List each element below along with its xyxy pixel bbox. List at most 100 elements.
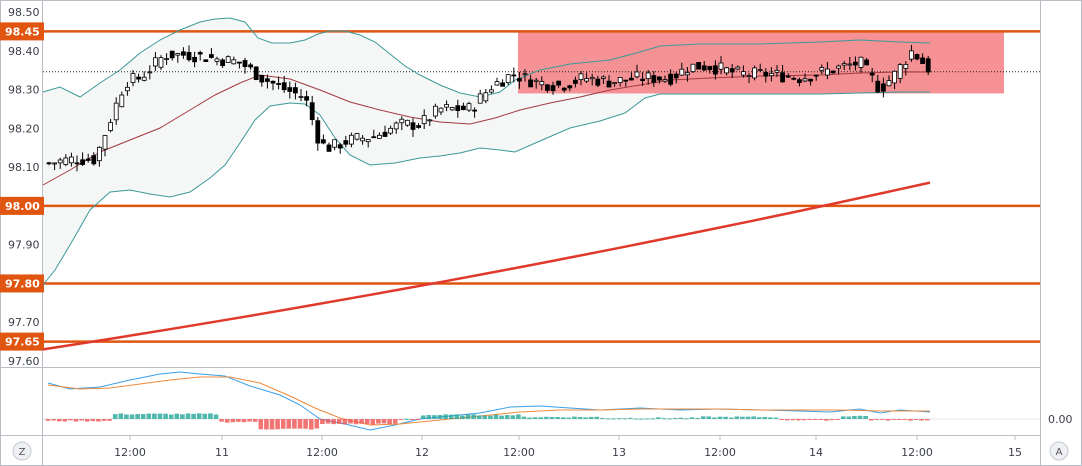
candle-body	[404, 119, 410, 126]
macd-histogram-bar	[919, 419, 924, 421]
macd-histogram-bar	[924, 419, 930, 421]
macd-histogram-bar	[644, 418, 650, 420]
candle-body	[125, 86, 130, 92]
candle-body	[494, 81, 500, 86]
candle-body	[488, 89, 494, 93]
candle-body	[332, 139, 338, 148]
macd-histogram-bar	[376, 419, 381, 424]
candle-body	[858, 56, 864, 68]
candle-body	[825, 68, 830, 76]
candle-body	[584, 78, 589, 82]
macd-histogram-bar	[460, 415, 465, 419]
candle-body	[741, 71, 746, 76]
candle-body	[718, 62, 724, 70]
level-tag-label: 98.45	[5, 25, 40, 38]
x-tick-label: 12:00	[114, 446, 146, 459]
macd-histogram-bar	[252, 419, 258, 422]
macd-histogram-bar	[224, 419, 230, 423]
candle-body	[645, 72, 651, 79]
macd-histogram-bar	[863, 415, 868, 419]
macd-histogram-bar	[420, 415, 426, 419]
candle-body	[427, 119, 433, 122]
bollinger-upper-line	[42, 17, 931, 98]
candle-body	[399, 118, 405, 124]
macd-line	[47, 371, 931, 431]
macd-histogram-bar	[336, 419, 342, 424]
x-tick-label: 12	[415, 446, 429, 459]
corner-button-left-label: Z	[19, 447, 26, 458]
macd-histogram-bar	[213, 414, 219, 419]
x-tick-label: 15	[1008, 446, 1022, 459]
candle-body	[802, 78, 808, 82]
candle-body	[393, 122, 399, 130]
candle-body	[460, 105, 466, 111]
macd-histogram-bar	[180, 414, 185, 419]
candle-body	[752, 67, 757, 79]
corner-button-right[interactable]: A	[1049, 441, 1069, 461]
candle-body	[147, 71, 153, 74]
macd-histogram-bar	[751, 416, 756, 419]
candle-body	[545, 84, 550, 91]
macd-histogram-bar	[208, 413, 213, 419]
candle-body	[651, 75, 657, 83]
macd-histogram-bar	[174, 413, 180, 419]
candle-body	[421, 115, 427, 124]
macd-histogram-bar	[672, 418, 678, 420]
candle-body	[769, 72, 774, 77]
macd-histogram-bar	[538, 417, 544, 419]
macd-histogram-bar	[560, 417, 566, 419]
macd-histogram-bar	[168, 414, 174, 419]
candle-body	[281, 82, 287, 91]
candle-body	[80, 159, 85, 165]
y-tick-label: 97.60	[8, 355, 40, 368]
macd-histogram-bar	[448, 414, 454, 419]
candle-body	[136, 76, 142, 80]
bollinger-lower-line	[42, 91, 930, 286]
candle-body	[713, 65, 718, 75]
candle-body	[231, 59, 237, 65]
candle-body	[556, 80, 561, 86]
candle-body	[264, 78, 270, 82]
macd-histogram-bar	[706, 416, 712, 419]
macd-histogram-bar	[90, 419, 96, 422]
candle-body	[533, 79, 539, 82]
candle-body	[668, 73, 673, 85]
candle-body	[63, 157, 69, 165]
macd-histogram-bar	[908, 419, 913, 421]
macd-histogram-bar	[465, 414, 471, 419]
candle-body	[315, 120, 321, 144]
candle-body	[864, 59, 869, 66]
candle-body	[472, 109, 478, 112]
macd-histogram-bar	[868, 419, 874, 421]
x-tick-label: 14	[809, 446, 823, 459]
macd-histogram-bar	[577, 417, 583, 419]
macd-histogram-bar	[650, 418, 656, 420]
candle-body	[707, 66, 713, 71]
macd-histogram-bar	[628, 417, 633, 419]
candle-body	[785, 75, 791, 78]
macd-histogram-bar	[79, 419, 84, 421]
macd-histogram-bar	[219, 419, 224, 422]
corner-button-left[interactable]: Z	[12, 441, 32, 461]
candle-body	[847, 63, 853, 66]
bollinger-basis-line	[42, 71, 930, 186]
level-tag-label: 97.65	[5, 336, 40, 349]
macd-histogram-bar	[773, 417, 779, 419]
macd-histogram-bar	[107, 419, 112, 421]
macd-histogram-bar	[891, 419, 896, 420]
candle-body	[236, 61, 242, 64]
macd-histogram-bar	[426, 415, 432, 419]
candle-body	[690, 63, 696, 73]
macd-zero-label: 0.00	[1048, 413, 1073, 426]
candle-body	[320, 139, 326, 144]
candle-body	[701, 65, 707, 71]
candle-body	[629, 77, 634, 81]
macd-histogram-bar	[717, 416, 723, 419]
macd-histogram-bar	[163, 413, 168, 419]
macd-histogram-bar	[700, 416, 706, 419]
y-tick-label: 97.70	[8, 316, 40, 329]
macd-histogram-bar	[404, 418, 409, 420]
macd-histogram-bar	[661, 418, 667, 420]
x-axis-labels: 12:00 11 12:00 12 12:00 13 12:00 14 12:00 15	[114, 436, 1022, 459]
y-tick-label: 98.30	[8, 84, 40, 97]
